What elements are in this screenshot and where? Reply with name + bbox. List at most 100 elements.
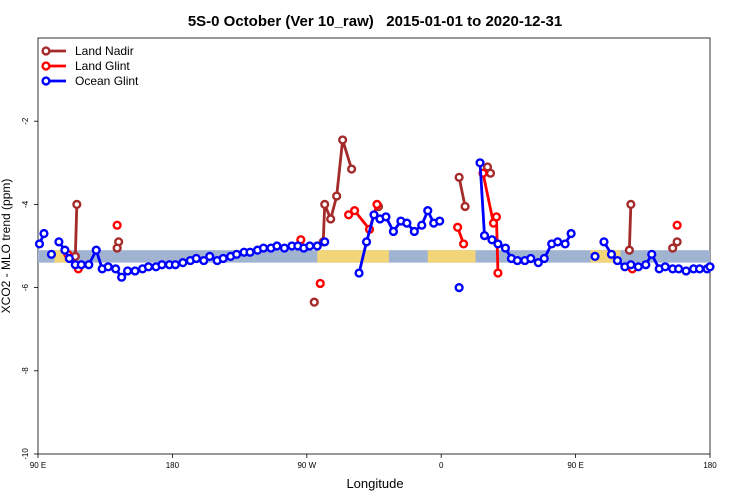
y-tick-label: -8 xyxy=(21,367,30,375)
data-point xyxy=(491,212,502,222)
y-tick-label: -2 xyxy=(21,117,30,125)
legend-marker xyxy=(41,76,51,86)
series-line xyxy=(73,204,79,257)
y-tick-label: -6 xyxy=(21,283,30,291)
data-point xyxy=(526,253,536,264)
data-point xyxy=(72,199,82,210)
series-ocean-glint xyxy=(34,158,715,293)
data-point xyxy=(599,237,609,247)
data-point xyxy=(633,262,643,272)
data-point xyxy=(453,222,463,232)
data-point xyxy=(560,239,570,249)
data-point xyxy=(60,245,70,255)
data-point xyxy=(103,262,113,272)
data-point xyxy=(493,239,503,249)
data-point xyxy=(344,210,354,220)
data-point xyxy=(178,258,188,268)
data-point xyxy=(349,206,360,216)
legend-marker xyxy=(41,61,51,71)
data-point xyxy=(354,268,364,278)
data-point xyxy=(705,262,715,272)
data-point xyxy=(435,216,445,226)
data-point xyxy=(312,241,322,251)
x-tick-label: 90 W xyxy=(297,461,316,470)
axes: 90 E 180 90 W 0 90 E 180 -2 -4 -6 -8 -10 xyxy=(21,117,717,470)
data-point xyxy=(372,199,382,210)
data-point xyxy=(143,262,154,272)
data-point xyxy=(54,237,64,247)
data-point xyxy=(191,253,201,264)
data-point xyxy=(423,206,433,216)
data-point xyxy=(347,164,357,174)
data-point xyxy=(34,239,45,249)
data-point xyxy=(381,212,391,222)
legend-label: Ocean Glint xyxy=(75,74,139,88)
y-tick-label: -4 xyxy=(21,200,30,208)
data-point xyxy=(500,243,511,253)
data-point xyxy=(674,264,684,274)
data-point xyxy=(626,199,636,210)
data-point xyxy=(388,226,399,237)
data-point xyxy=(533,258,543,268)
data-point xyxy=(332,191,342,201)
data-point xyxy=(199,255,209,266)
data-point xyxy=(309,297,319,307)
data-point xyxy=(111,264,121,274)
x-tick-label: 90 E xyxy=(30,461,46,470)
x-tick-label: 90 E xyxy=(567,461,583,470)
data-point xyxy=(626,260,636,270)
data-point xyxy=(39,228,49,239)
plot-frame xyxy=(37,37,711,455)
data-point xyxy=(487,235,497,245)
data-point xyxy=(305,241,315,251)
series-line xyxy=(457,177,467,207)
x-tick-label: 180 xyxy=(166,461,180,470)
y-tick-label: -10 xyxy=(21,448,30,460)
data-point xyxy=(117,272,127,282)
data-point xyxy=(76,260,86,270)
data-point xyxy=(681,266,691,276)
data-point xyxy=(460,201,470,212)
data-point xyxy=(46,249,57,259)
data-point xyxy=(130,266,140,276)
data-point xyxy=(91,245,101,255)
chart-title: 5S-0 October (Ver 10_raw) 2015-01-01 to … xyxy=(188,13,562,30)
data-point xyxy=(122,266,133,276)
data-point xyxy=(459,239,469,249)
data-point xyxy=(258,243,269,253)
data-point xyxy=(482,162,493,172)
data-point xyxy=(170,260,180,270)
data-point xyxy=(553,237,563,247)
data-point xyxy=(245,247,255,257)
data-point xyxy=(493,268,503,278)
data-point xyxy=(612,255,623,266)
data-point xyxy=(402,218,412,228)
data-point xyxy=(320,237,330,247)
data-point xyxy=(338,135,348,145)
data-point xyxy=(539,253,549,264)
land-band xyxy=(317,250,389,263)
data-point xyxy=(479,231,490,241)
data-point xyxy=(454,172,464,182)
land-band xyxy=(427,250,476,263)
data-point xyxy=(672,220,682,230)
data-point xyxy=(64,253,74,264)
data-point xyxy=(218,253,228,264)
y-axis-label: XCO2 - MLO trend (ppm) xyxy=(0,179,13,314)
data-point xyxy=(672,237,682,247)
legend-label: Land Nadir xyxy=(75,44,134,58)
series-layer xyxy=(34,135,715,307)
data-point xyxy=(112,243,122,253)
data-point xyxy=(84,260,94,270)
x-tick-label: 180 xyxy=(703,461,717,470)
data-point xyxy=(647,249,657,259)
data-point xyxy=(205,251,215,262)
legend-marker xyxy=(41,46,51,56)
data-point xyxy=(454,283,464,293)
x-tick-label: 0 xyxy=(439,461,444,470)
data-point xyxy=(566,228,576,239)
data-point xyxy=(475,158,485,168)
data-point xyxy=(369,210,379,220)
